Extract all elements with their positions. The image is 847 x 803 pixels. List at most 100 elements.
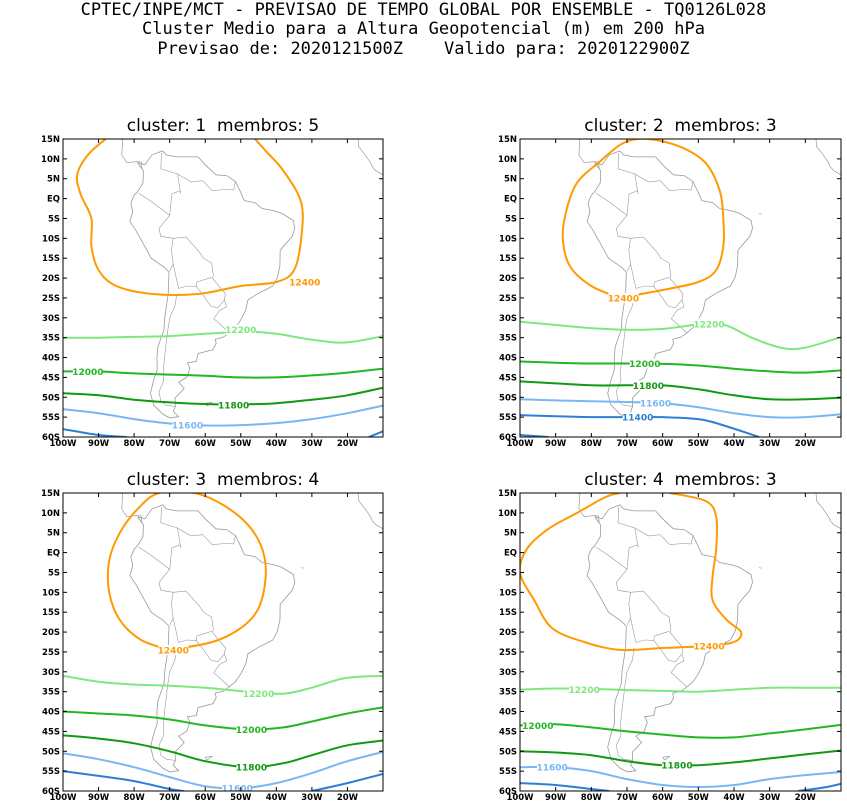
map-layers: 12400 12200 12000 11800 11600 xyxy=(63,139,383,437)
contour-label-bg xyxy=(694,318,725,329)
land-outline xyxy=(662,756,670,761)
x-tick-label: 50W xyxy=(230,793,252,803)
x-tick-label: 60W xyxy=(195,439,217,449)
x-tick-label: 30W xyxy=(301,793,323,803)
y-tick-label: 60S xyxy=(42,787,60,797)
contour-label-11600: 11600 xyxy=(172,422,203,432)
country-border xyxy=(653,640,683,663)
x-tick-label: 50W xyxy=(688,439,710,449)
country-border xyxy=(615,647,635,761)
x-tick-label: 60W xyxy=(195,793,217,803)
y-tick-label: 20S xyxy=(42,274,60,284)
y-tick-label: 55S xyxy=(42,767,60,777)
x-tick-label: 70W xyxy=(616,793,638,803)
contour-label-11600: 11600 xyxy=(640,400,671,410)
country-border xyxy=(634,173,661,183)
y-tick-label: 35S xyxy=(499,688,517,698)
y-tick-label: 40S xyxy=(499,708,517,718)
country-border xyxy=(630,618,670,643)
y-tick-label: EQ xyxy=(47,195,60,205)
map-layers: 12400 12200 12000 11800 11600 xyxy=(63,493,383,794)
land-outline xyxy=(573,493,600,525)
x-tick-label: 20W xyxy=(337,793,359,803)
y-tick-label: EQ xyxy=(47,549,60,559)
country-border xyxy=(173,236,230,333)
y-tick-label: 5N xyxy=(47,175,60,185)
land-outline xyxy=(573,139,600,171)
y-tick-label: 55S xyxy=(499,413,517,423)
country-border xyxy=(630,590,687,687)
y-tick-label: 15S xyxy=(499,608,517,618)
y-tick-label: 10N xyxy=(41,155,60,165)
y-tick-label: 15S xyxy=(42,254,60,264)
y-tick-label: 10S xyxy=(499,588,517,598)
contour-label-12200: 12200 xyxy=(225,326,256,336)
panel-title: cluster: 3 membros: 4 xyxy=(127,470,319,490)
contour-11400 xyxy=(311,772,383,791)
x-tick-label: 90W xyxy=(88,793,110,803)
coastline xyxy=(129,150,296,419)
contour-label-12000: 12000 xyxy=(236,726,267,736)
contour-12400 xyxy=(561,139,725,299)
contour-label-12200: 12200 xyxy=(693,320,724,330)
y-tick-label: 5S xyxy=(48,568,60,578)
country-border xyxy=(177,527,203,537)
header-line-1: CPTEC/INPE/MCT - PREVISAO DE TEMPO GLOBA… xyxy=(80,0,767,20)
x-tick-label: 80W xyxy=(581,439,603,449)
contour-label-bg xyxy=(172,420,203,431)
y-tick-label: 5S xyxy=(48,214,60,224)
country-border xyxy=(630,236,687,333)
y-tick-label: 35S xyxy=(42,688,60,698)
country-border xyxy=(617,506,639,570)
contour-label-bg xyxy=(289,277,320,288)
land-outline xyxy=(815,139,841,176)
country-border xyxy=(158,647,178,761)
contour-label-bg xyxy=(537,762,568,773)
x-tick-label: 20W xyxy=(337,439,359,449)
contour-11400 xyxy=(63,770,185,791)
x-tick-label: 90W xyxy=(545,439,567,449)
y-tick-label: 15N xyxy=(41,135,60,145)
country-border xyxy=(196,286,225,309)
x-tick-label: 80W xyxy=(581,793,603,803)
y-tick-label: 20S xyxy=(499,628,517,638)
y-tick-label: 5S xyxy=(505,568,517,578)
y-tick-label: 15S xyxy=(42,608,60,618)
contour-12000 xyxy=(63,706,383,731)
y-tick-label: 50S xyxy=(499,747,517,757)
x-tick-label: 90W xyxy=(545,793,567,803)
contour-12400 xyxy=(75,139,304,296)
contour-label-11600: 11600 xyxy=(536,764,567,774)
contour-label-11600: 11600 xyxy=(222,784,253,794)
y-tick-label: 50S xyxy=(42,393,60,403)
panel-frame xyxy=(62,492,384,792)
cluster-panel-3: cluster: 3 membros: 4 12400 12200 12000 1180… xyxy=(41,470,384,803)
x-tick-label: 40W xyxy=(723,793,745,803)
country-border xyxy=(617,152,639,216)
x-tick-label: 100W xyxy=(506,793,534,803)
y-tick-label: 15N xyxy=(498,489,517,499)
country-border xyxy=(659,180,694,192)
map-area xyxy=(63,493,383,791)
cluster-panel-1: cluster: 1 membros: 5 12400 12200 12000 1180… xyxy=(41,116,384,449)
coastline xyxy=(586,504,753,773)
contour-label-11800: 11800 xyxy=(661,762,692,772)
y-tick-label: EQ xyxy=(504,549,517,559)
contour-11600 xyxy=(63,404,383,427)
y-tick-label: 15N xyxy=(41,489,60,499)
map-layers: 12400 12200 12000 11800 11600 11400 xyxy=(520,139,841,437)
y-tick-label: 15N xyxy=(498,135,517,145)
country-border xyxy=(138,192,170,216)
land-outline xyxy=(204,756,213,761)
country-border xyxy=(634,527,661,537)
y-tick-label: 35S xyxy=(499,334,517,344)
header-line-3: Previsao de: 2020121500Z Valido para: 20… xyxy=(157,39,690,59)
y-tick-label: 10S xyxy=(499,234,517,244)
panel-frame xyxy=(519,138,842,438)
y-tick-label: 60S xyxy=(42,433,60,443)
y-tick-label: 40S xyxy=(42,708,60,718)
y-tick-label: 55S xyxy=(42,413,60,423)
contour-11400 xyxy=(798,782,841,791)
contour-label-12400: 12400 xyxy=(608,294,639,304)
